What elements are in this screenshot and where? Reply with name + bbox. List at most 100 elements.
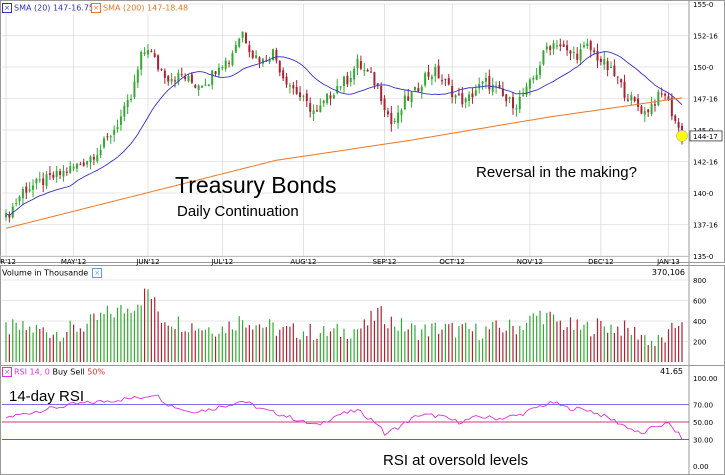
candle-body: [599, 58, 602, 62]
x-tick-label: MAY'12: [61, 258, 86, 266]
candle-body: [268, 59, 271, 62]
candle-body: [326, 93, 329, 103]
rsi-latest-value: 41.65: [660, 367, 683, 376]
candle-body: [79, 164, 82, 166]
candle-body: [437, 65, 440, 79]
candle-body: [359, 61, 362, 69]
candle-body: [650, 104, 653, 114]
candle-body: [106, 136, 109, 138]
price-tick-label: 137-16: [693, 222, 718, 230]
candle-body: [555, 45, 558, 47]
candle-body: [339, 86, 342, 88]
candle-body: [89, 156, 92, 162]
x-box-icon[interactable]: ×: [2, 367, 12, 377]
x-tick-label: JUN'12: [135, 258, 159, 266]
volume-title-text: Volume in Thousande: [2, 268, 89, 278]
chart-subtitle: Daily Continuation: [177, 203, 299, 220]
x-box-icon[interactable]: ×: [92, 268, 103, 278]
candle-body: [204, 84, 207, 86]
candle-body: [180, 74, 183, 76]
candle-body: [424, 73, 427, 86]
candle-body: [376, 83, 379, 86]
rsi-title: × RSI 14, 0 Buy Sell 50%: [2, 367, 106, 378]
rsi-title-b: Buy Sell: [52, 367, 85, 377]
candle-body: [562, 44, 565, 47]
candle-body: [32, 185, 35, 190]
candle-body: [522, 94, 525, 96]
candle-body: [299, 92, 302, 98]
candle-body: [295, 87, 298, 94]
volume-tick-label: 600: [693, 298, 706, 306]
candle-body: [515, 108, 518, 110]
x-tick-label: PR'12: [0, 258, 16, 266]
candle-body: [35, 179, 38, 184]
x-tick-label: DEC'12: [588, 258, 614, 266]
candle-body: [549, 46, 552, 50]
price-panel-frame: [0, 0, 725, 263]
candle-body: [461, 93, 464, 105]
sma200-line: [5, 97, 683, 229]
candle-body: [454, 95, 457, 98]
rsi-title-c: 50%: [87, 367, 106, 377]
candle-body: [664, 93, 667, 96]
rsi-line: [5, 394, 683, 440]
candle-body: [630, 95, 633, 101]
candle-body: [82, 162, 85, 166]
price-tick-label: 140-0: [693, 190, 713, 198]
candle-body: [228, 62, 231, 64]
candle-body: [133, 81, 136, 98]
candle-body: [505, 94, 508, 102]
candle-body: [197, 85, 200, 90]
candle-body: [322, 100, 325, 104]
candle-body: [501, 88, 504, 97]
candle-body: [288, 85, 291, 87]
candle-body: [143, 52, 146, 54]
volume-tick-label: 200: [693, 339, 706, 347]
chart-title: Treasury Bonds: [175, 172, 337, 198]
candle-body: [593, 50, 596, 53]
candle-body: [184, 76, 187, 80]
rsi-tick-label: 50.00: [693, 419, 713, 427]
candle-body: [25, 186, 28, 193]
candle-body: [613, 65, 616, 77]
candle-body: [539, 65, 542, 76]
candle-body: [576, 53, 579, 60]
candle-body: [518, 96, 521, 110]
candle-body: [451, 85, 454, 98]
x-box-icon[interactable]: ×: [91, 3, 101, 13]
x-tick-label: JUL'12: [210, 258, 233, 266]
x-box-icon[interactable]: ×: [2, 3, 12, 13]
candle-body: [380, 86, 383, 102]
rsi-oversold-callout: RSI at oversold levels: [383, 452, 529, 469]
last-price-marker: [676, 130, 688, 142]
candle-body: [258, 57, 261, 63]
rsi-label: 14-day RSI: [9, 388, 85, 405]
volume-panel-frame: [0, 265, 725, 366]
candle-body: [272, 49, 275, 61]
candle-body: [150, 51, 153, 53]
volume-title: Volume in Thousande ×: [2, 268, 105, 279]
candle-body: [508, 97, 511, 99]
candle-body: [653, 104, 656, 106]
candle-body: [302, 95, 305, 97]
candle-body: [390, 112, 393, 125]
candle-body: [569, 50, 572, 54]
candle-body: [434, 67, 437, 77]
rsi-tick-label: 100.00: [693, 375, 718, 383]
candle-body: [512, 97, 514, 109]
candle-body: [305, 93, 308, 102]
candle-body: [491, 84, 494, 92]
candle-body: [153, 53, 156, 57]
rsi-tick-label: 70.00: [693, 401, 713, 409]
candle-body: [241, 31, 244, 38]
candle-body: [136, 69, 139, 83]
candle-body: [626, 99, 629, 101]
candle-body: [488, 75, 491, 90]
x-tick-label: JAN'13: [656, 258, 680, 266]
candle-body: [221, 67, 224, 69]
price-tick-label: 135-0: [693, 253, 713, 261]
candle-body: [413, 86, 416, 90]
candle-body: [285, 76, 288, 85]
candle-body: [187, 76, 190, 82]
candle-body: [637, 98, 640, 107]
